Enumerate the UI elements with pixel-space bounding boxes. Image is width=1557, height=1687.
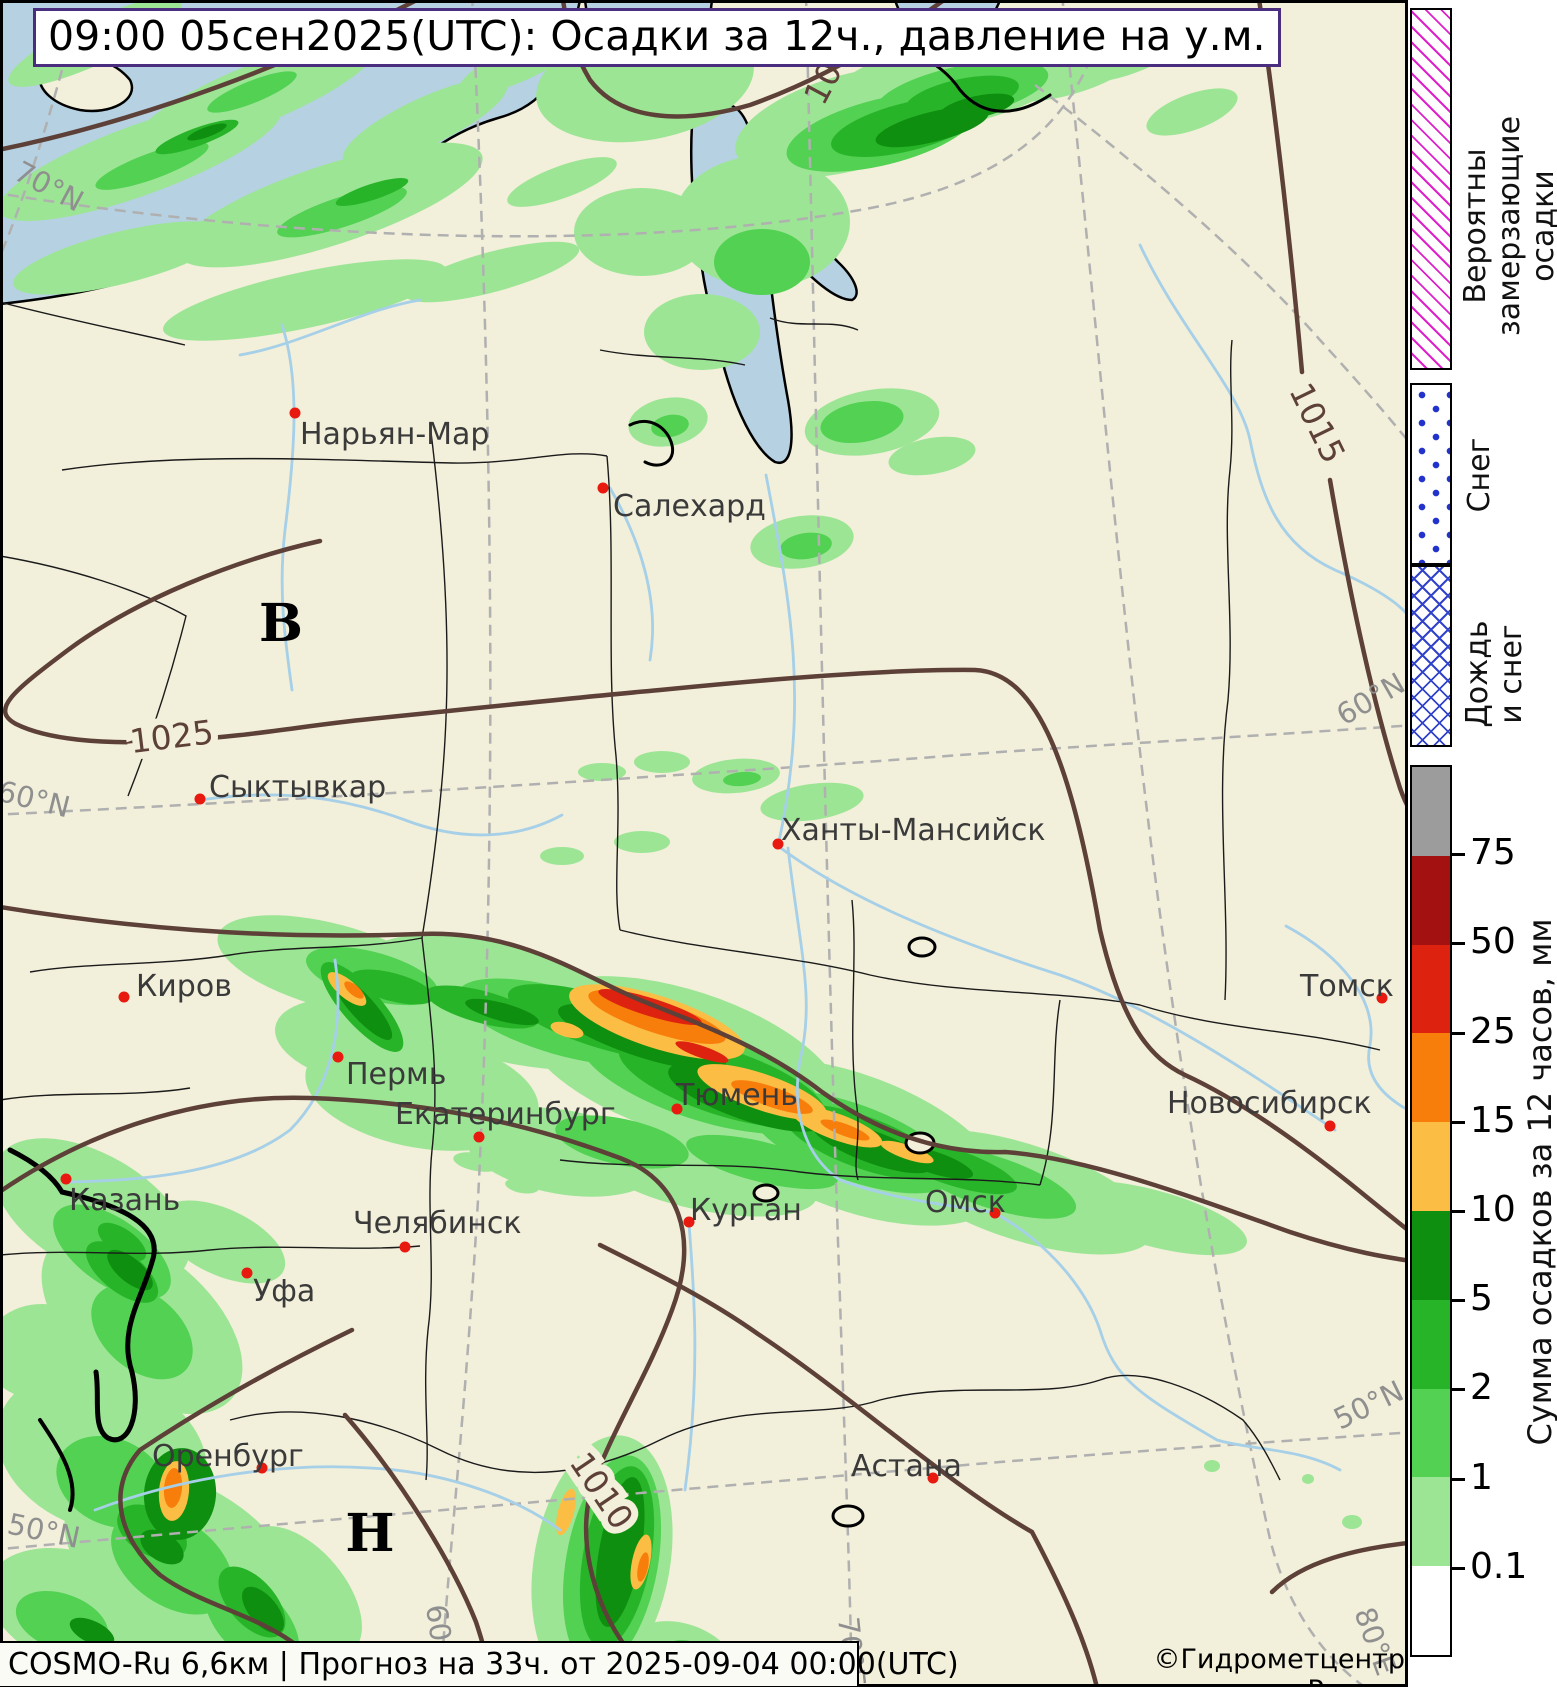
city-dot (195, 794, 206, 805)
city-label: Омск (925, 1185, 1006, 1220)
map-svg: 70°N60°N50°N60°N50°N60°E70°E80°E 1025101… (0, 0, 1408, 1687)
weather-map-page: 70°N60°N50°N60°N50°N60°E70°E80°E 1025101… (0, 0, 1557, 1687)
city-label: Киров (136, 969, 232, 1004)
city-label: Ханты-Мансийск (781, 813, 1046, 848)
colorbar-tick-label: 75 (1470, 835, 1516, 871)
colorbar-tick (1452, 1121, 1465, 1124)
colorbar-tick (1452, 1478, 1465, 1481)
colorbar-segment (1412, 1566, 1450, 1655)
colorbar-tick (1452, 853, 1465, 856)
colorbar-tick (1452, 1032, 1465, 1035)
colorbar-segment (1412, 1033, 1450, 1122)
colorbar-tick-label: 0.1 (1470, 1549, 1527, 1585)
city-label: Екатеринбург (395, 1097, 616, 1132)
city-label: Уфа (253, 1274, 315, 1309)
colorbar-tick-label: 10 (1470, 1192, 1516, 1228)
colorbar-tick (1452, 1299, 1465, 1302)
colorbar-segment (1412, 767, 1450, 856)
city-label: Казань (69, 1183, 180, 1218)
colorbar-segment (1412, 1122, 1450, 1211)
colorbar-tick (1452, 1210, 1465, 1213)
colorbar-tick (1452, 1567, 1465, 1570)
colorbar-tick-label: 25 (1470, 1014, 1516, 1050)
legend-freezing-precip-label: Вероятнызамерзающиеосадки (1459, 46, 1557, 406)
colorbar-tick-label: 5 (1470, 1281, 1493, 1317)
city-dot (400, 1242, 411, 1253)
colorbar-segment (1412, 1211, 1450, 1300)
colorbar-segment (1412, 1300, 1450, 1389)
city-dot (119, 992, 130, 1003)
colorbar-segment (1412, 945, 1450, 1034)
colorbar-tick-label: 2 (1470, 1370, 1493, 1406)
city-dot (290, 408, 301, 419)
legend-rain-snow-label: Дождьи снег (1461, 524, 1529, 824)
legend-freezing-precip-swatch (1410, 8, 1452, 370)
colorbar-tick (1452, 1388, 1465, 1391)
city-label: Салехард (613, 489, 766, 524)
city-label: Курган (690, 1193, 802, 1228)
legend-rain-snow-swatch (1410, 565, 1452, 747)
city-dot (242, 1268, 253, 1279)
city-label: Пермь (346, 1057, 446, 1092)
city-dot (474, 1132, 485, 1143)
colorbar-segment (1412, 1389, 1450, 1478)
legend-snow-swatch (1410, 383, 1452, 565)
city-label: Астана (851, 1449, 962, 1484)
colorbar-tick-label: 1 (1470, 1460, 1493, 1496)
pressure-center: В (259, 593, 303, 654)
colorbar-segment (1412, 856, 1450, 945)
city-label: Сыктывкар (209, 770, 386, 805)
city-label: Тюмень (675, 1078, 798, 1113)
city-dot (333, 1052, 344, 1063)
city-label: Нарьян-Мар (300, 417, 489, 452)
colorbar-segment (1412, 1477, 1450, 1566)
colorbar-tick-label: 15 (1470, 1103, 1516, 1139)
forecast-info-bar: COSMO-Ru 6,6км | Прогноз на 33ч. от 2025… (0, 1641, 859, 1687)
city-label: Оренбург (152, 1439, 304, 1474)
city-label: Челябинск (353, 1206, 521, 1241)
map-canvas: 70°N60°N50°N60°N50°N60°E70°E80°E 1025101… (0, 0, 1408, 1687)
colorbar-title: Сумма осадков за 12 часов, мм (1523, 882, 1557, 1482)
city-label: Томск (1299, 969, 1394, 1004)
colorbar-tick-label: 50 (1470, 924, 1516, 960)
precipitation-colorbar (1410, 765, 1452, 1657)
city-label: Новосибирск (1167, 1086, 1372, 1121)
copyright-label: ©Гидрометцентр России (1085, 1644, 1405, 1687)
city-dot (598, 483, 609, 494)
city-dot (1325, 1121, 1336, 1132)
map-title: 09:00 05сен2025(UTC): Осадки за 12ч., да… (33, 8, 1281, 67)
pressure-center: Н (345, 1503, 394, 1564)
colorbar-tick (1452, 942, 1465, 945)
